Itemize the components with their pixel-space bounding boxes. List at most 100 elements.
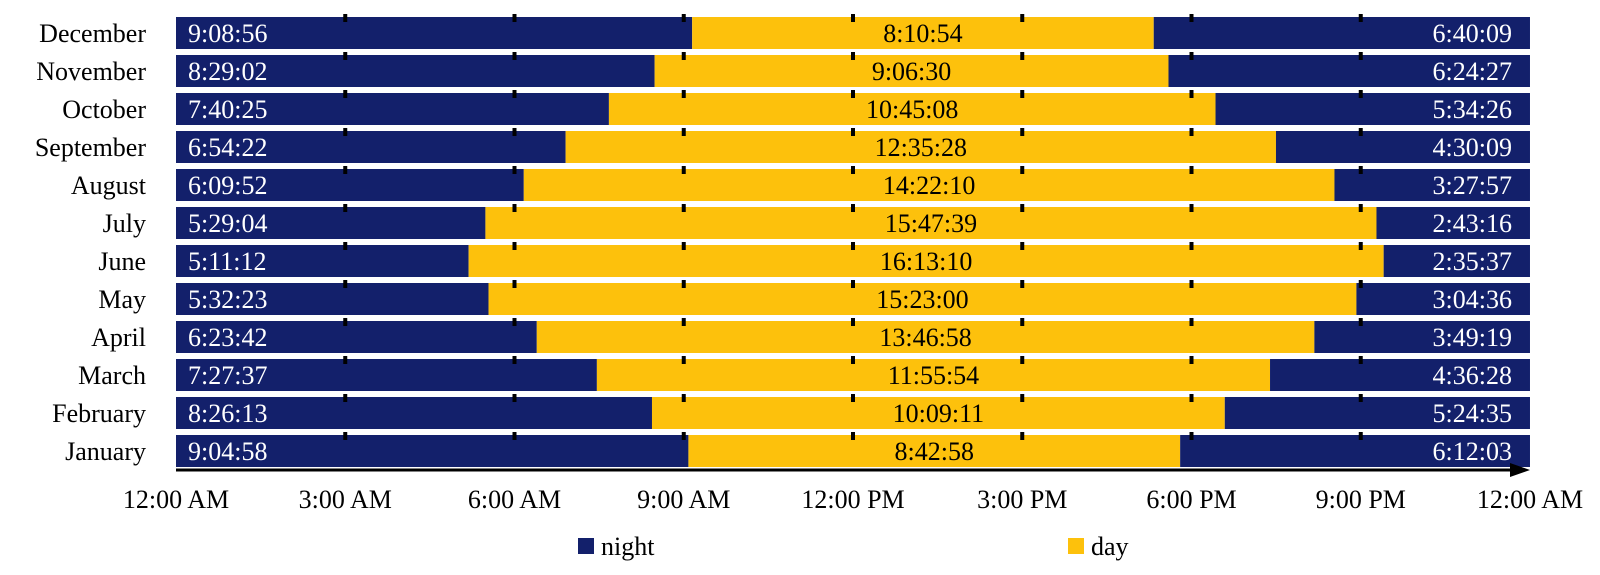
tick-mark [851, 128, 855, 136]
tick-mark [1358, 242, 1363, 250]
month-label-march: March [78, 361, 146, 390]
bar-label-daytime-december: 8:10:54 [883, 19, 962, 48]
tick-mark [1189, 14, 1194, 22]
bar-daytime-august [523, 169, 1335, 201]
bar-label-morning-february: 8:26:13 [188, 399, 267, 428]
tick-mark [343, 242, 348, 250]
bar-label-daytime-september: 12:35:28 [875, 133, 967, 162]
bar-label-morning-march: 7:27:37 [188, 361, 267, 390]
x-tick-label: 9:00 PM [1316, 485, 1406, 514]
tick-mark [851, 166, 855, 174]
bar-morning-august [176, 169, 524, 201]
tick-mark [851, 318, 855, 326]
bar-daytime-december [692, 17, 1154, 49]
bar-label-morning-april: 6:23:42 [188, 323, 267, 352]
legend-label-night: night [601, 532, 655, 561]
bar-label-daytime-november: 9:06:30 [872, 57, 951, 86]
tick-mark [1358, 166, 1363, 174]
bar-label-morning-january: 9:04:58 [188, 437, 267, 466]
tick-mark [343, 356, 348, 364]
bar-evening-january [1180, 435, 1530, 467]
month-label-december: December [39, 19, 146, 48]
bar-label-evening-march: 4:36:28 [1433, 361, 1512, 390]
bar-label-evening-june: 2:35:37 [1433, 247, 1512, 276]
tick-mark [1020, 280, 1025, 288]
tick-mark [851, 204, 855, 212]
tick-mark [1020, 356, 1025, 364]
bar-morning-october [176, 93, 609, 125]
bar-evening-november [1168, 55, 1530, 87]
month-label-may: May [98, 285, 146, 314]
tick-mark [512, 242, 517, 250]
month-label-april: April [91, 323, 146, 352]
tick-mark [343, 128, 348, 136]
tick-mark [1189, 394, 1194, 402]
bar-label-daytime-october: 10:45:08 [866, 95, 958, 124]
month-label-november: November [36, 57, 146, 86]
bar-label-morning-may: 5:32:23 [188, 285, 267, 314]
tick-mark [1189, 356, 1194, 364]
tick-mark [1020, 432, 1025, 440]
x-axis-arrow [1510, 463, 1530, 477]
bar-evening-february [1224, 397, 1530, 429]
tick-mark [1189, 166, 1194, 174]
bar-evening-september [1275, 131, 1530, 163]
month-label-january: January [65, 437, 146, 466]
x-tick-label: 12:00 AM [123, 485, 229, 514]
tick-mark [512, 128, 517, 136]
tick-mark [512, 204, 517, 212]
month-label-august: August [71, 171, 147, 200]
month-label-june: June [98, 247, 146, 276]
tick-mark [1020, 166, 1025, 174]
tick-mark [1189, 52, 1194, 60]
tick-mark [1020, 14, 1025, 22]
tick-mark [343, 280, 348, 288]
bar-daytime-november [654, 55, 1169, 87]
tick-mark [343, 204, 348, 212]
tick-mark [1189, 432, 1194, 440]
tick-mark [1358, 318, 1363, 326]
tick-mark [343, 166, 348, 174]
tick-mark [1020, 394, 1025, 402]
tick-mark [681, 204, 686, 212]
tick-mark [1020, 318, 1025, 326]
bar-daytime-march [596, 359, 1271, 391]
x-tick-label: 6:00 PM [1146, 485, 1236, 514]
bar-label-evening-november: 6:24:27 [1433, 57, 1512, 86]
tick-mark [512, 394, 517, 402]
tick-mark [1020, 128, 1025, 136]
bar-evening-march [1270, 359, 1530, 391]
bar-label-morning-june: 5:11:12 [188, 247, 266, 276]
bar-evening-may [1356, 283, 1530, 315]
bar-label-daytime-june: 16:13:10 [880, 247, 972, 276]
tick-mark [681, 166, 686, 174]
tick-mark [512, 52, 517, 60]
bar-morning-december [176, 17, 693, 49]
tick-marks-group [343, 14, 1363, 440]
bar-daytime-july [485, 207, 1377, 239]
tick-mark [681, 90, 686, 98]
bar-daytime-october [608, 93, 1216, 125]
bar-morning-july [176, 207, 486, 239]
tick-mark [851, 356, 855, 364]
x-tick-label: 12:00 PM [801, 485, 904, 514]
bar-label-daytime-january: 8:42:58 [895, 437, 974, 466]
legend-swatch-day [1068, 538, 1084, 554]
tick-mark [1020, 242, 1025, 250]
tick-mark [1189, 204, 1194, 212]
bar-label-evening-july: 2:43:16 [1433, 209, 1512, 238]
bar-morning-may [176, 283, 489, 315]
bar-morning-june [176, 245, 469, 277]
bar-label-evening-december: 6:40:09 [1433, 19, 1512, 48]
bar-morning-september [176, 131, 566, 163]
bar-label-daytime-march: 11:55:54 [888, 361, 979, 390]
bar-label-morning-july: 5:29:04 [188, 209, 267, 238]
tick-mark [681, 52, 686, 60]
tick-mark [851, 432, 855, 440]
tick-mark [1189, 128, 1194, 136]
bar-daytime-april [536, 321, 1315, 353]
tick-mark [1020, 204, 1025, 212]
tick-mark [681, 14, 686, 22]
tick-mark [851, 280, 855, 288]
bar-morning-february [176, 397, 652, 429]
